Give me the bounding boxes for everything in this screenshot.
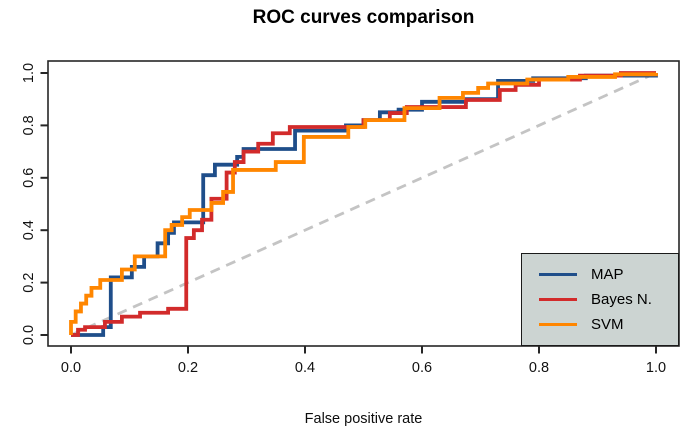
legend-entry-svm: SVM [539, 315, 678, 333]
legend: MAP Bayes N. SVM [521, 253, 679, 346]
x-axis-tick-label: 0.8 [529, 360, 549, 376]
x-axis-tick-label: 0.0 [61, 360, 81, 376]
y-axis-tick-label: 0.2 [21, 273, 37, 293]
legend-entry-map: MAP [539, 266, 678, 284]
y-axis-tick-label: 0.0 [21, 325, 37, 345]
x-axis-tick-label: 0.6 [412, 360, 432, 376]
legend-label-map: MAP [591, 266, 624, 284]
y-axis-tick-label: 0.4 [21, 220, 37, 240]
legend-line-swatch-map [539, 273, 577, 277]
roc-curve-bayes-n [71, 71, 656, 337]
y-axis-tick-label: 0.8 [21, 115, 37, 135]
x-axis-tick-label: 0.2 [178, 360, 198, 376]
legend-line-swatch-svm [539, 322, 577, 326]
legend-line-swatch-bayes-n [539, 298, 577, 301]
chart-title: ROC curves comparison [252, 7, 475, 28]
roc-curve-svm [69, 72, 658, 335]
x-axis-label: False positive rate [304, 411, 423, 427]
x-axis-tick-label: 0.4 [295, 360, 315, 376]
legend-entry-bayes-n: Bayes N. [539, 291, 678, 309]
y-axis-tick-label: 0.6 [21, 168, 37, 188]
y-axis-tick-label: 1.0 [21, 63, 37, 83]
chance-diagonal-line [70, 71, 657, 337]
legend-label-bayes-n: Bayes N. [591, 291, 652, 308]
x-axis-tick-label: 1.0 [646, 360, 666, 376]
legend-label-svm: SVM [591, 315, 624, 333]
